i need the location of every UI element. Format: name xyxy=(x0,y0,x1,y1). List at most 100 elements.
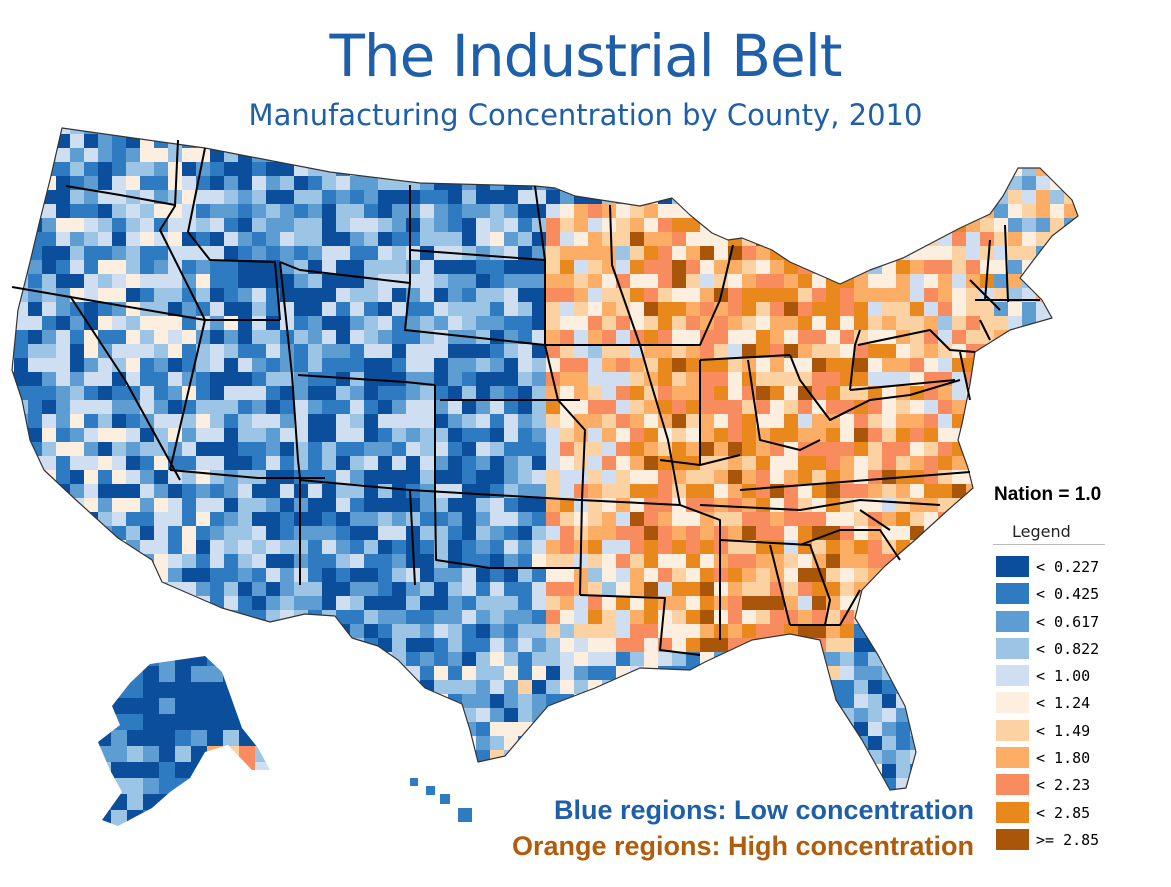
county-cell xyxy=(728,442,743,457)
county-cell xyxy=(658,246,673,261)
county-cell xyxy=(406,162,421,177)
county-cell xyxy=(714,442,729,457)
county-cell xyxy=(476,176,491,191)
county-cell xyxy=(588,540,603,555)
county-cell xyxy=(70,708,85,723)
county-cell xyxy=(12,568,15,583)
county-cell xyxy=(364,470,379,485)
county-cell xyxy=(938,260,953,275)
county-cell xyxy=(476,400,491,415)
county-cell xyxy=(378,540,393,555)
county-cell xyxy=(252,526,267,541)
county-cell xyxy=(280,134,295,149)
county-cell xyxy=(1036,470,1051,485)
county-cell xyxy=(12,526,15,541)
county-cell xyxy=(84,792,99,807)
county-cell xyxy=(812,134,827,149)
county-cell xyxy=(28,260,43,275)
county-cell xyxy=(924,736,939,751)
county-cell xyxy=(378,624,393,639)
county-cell xyxy=(14,148,29,163)
county-cell xyxy=(518,302,533,317)
county-cell xyxy=(322,456,337,471)
county-cell xyxy=(952,232,967,247)
county-cell xyxy=(560,128,575,135)
county-cell xyxy=(672,358,687,373)
county-cell xyxy=(98,176,113,191)
county-cell xyxy=(294,288,309,303)
county-cell xyxy=(784,456,799,471)
county-cell xyxy=(308,414,323,429)
county-cell xyxy=(210,568,225,583)
county-cell xyxy=(966,148,981,163)
county-cell xyxy=(756,358,771,373)
county-cell xyxy=(546,484,561,499)
county-cell xyxy=(448,400,463,415)
legend-swatch xyxy=(996,801,1029,823)
county-cell xyxy=(175,714,192,731)
county-cell xyxy=(630,596,645,611)
county-cell xyxy=(840,568,855,583)
county-cell xyxy=(378,568,393,583)
county-cell xyxy=(938,456,953,471)
county-cell xyxy=(406,358,421,373)
county-cell xyxy=(588,638,603,653)
county-cell xyxy=(616,512,631,527)
county-cell xyxy=(518,722,533,737)
county-cell xyxy=(252,568,267,583)
county-cell xyxy=(546,134,561,149)
county-cell xyxy=(504,442,519,457)
county-cell xyxy=(658,764,673,779)
county-cell xyxy=(462,456,477,471)
county-cell xyxy=(574,148,589,163)
legend-swatch xyxy=(996,719,1029,741)
county-cell xyxy=(756,162,771,177)
county-cell xyxy=(294,498,309,513)
county-cell xyxy=(294,128,309,135)
county-cell xyxy=(111,778,128,795)
county-cell xyxy=(238,414,253,429)
county-cell xyxy=(798,204,813,219)
county-cell xyxy=(910,274,925,289)
county-cell xyxy=(1064,372,1078,387)
county-cell xyxy=(350,288,365,303)
county-cell xyxy=(574,162,589,177)
county-cell xyxy=(602,358,617,373)
county-cell xyxy=(686,386,701,401)
county-cell xyxy=(602,736,617,751)
county-cell xyxy=(938,484,953,499)
county-cell xyxy=(255,698,270,715)
county-cell xyxy=(952,386,967,401)
county-cell xyxy=(308,484,323,499)
county-cell xyxy=(476,344,491,359)
county-cell xyxy=(378,148,393,163)
county-cell xyxy=(308,218,323,233)
county-cell xyxy=(420,750,435,765)
county-cell xyxy=(207,714,224,731)
county-cell xyxy=(420,386,435,401)
county-cell xyxy=(154,484,169,499)
county-cell xyxy=(574,582,589,597)
county-cell xyxy=(798,652,813,667)
county-cell xyxy=(910,456,925,471)
county-cell xyxy=(1008,128,1023,135)
county-cell xyxy=(42,470,57,485)
county-cell xyxy=(994,372,1009,387)
county-cell xyxy=(826,358,841,373)
county-cell xyxy=(252,442,267,457)
county-cell xyxy=(504,260,519,275)
county-cell xyxy=(294,610,309,625)
county-cell xyxy=(896,568,911,583)
county-cell xyxy=(12,246,15,261)
county-cell xyxy=(840,764,855,779)
county-cell xyxy=(812,582,827,597)
county-cell xyxy=(434,442,449,457)
county-cell xyxy=(56,750,71,765)
county-cell xyxy=(672,442,687,457)
county-cell xyxy=(812,442,827,457)
county-cell xyxy=(574,778,589,790)
county-cell xyxy=(420,624,435,639)
county-cell xyxy=(322,554,337,569)
county-cell xyxy=(224,428,239,443)
county-cell xyxy=(812,162,827,177)
